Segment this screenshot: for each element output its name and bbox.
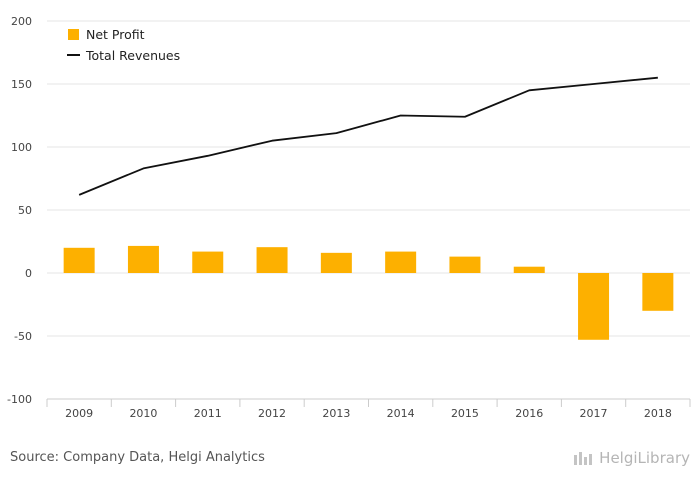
x-axis: 2009 2010 2011 2012 2013 2014 2015 2016 2017 2018	[46, 398, 691, 420]
x-tick-label-2018: 2018	[644, 407, 672, 420]
bar-net-profit-2009	[63, 247, 95, 273]
y-tick-label: 50	[18, 204, 32, 217]
bar-net-profit-2010	[127, 245, 159, 273]
total-revenues-line-group	[78, 76, 658, 196]
y-axis: 200 150 100 50 0 -50 -100	[7, 15, 32, 406]
legend-net-profit-swatch	[68, 29, 79, 40]
bar-net-profit-2015	[449, 256, 481, 273]
y-tick-label: -100	[7, 393, 32, 406]
x-tick-label-2010: 2010	[129, 407, 157, 420]
bar-net-profit-2016	[513, 266, 545, 273]
x-tick-label-2016: 2016	[515, 407, 543, 420]
grid-lines	[47, 20, 690, 400]
x-tick-label-2009: 2009	[65, 407, 93, 420]
legend-total-revenues-label: Total Revenues	[85, 48, 180, 63]
y-tick-label: 100	[11, 141, 32, 154]
x-tick-label-2015: 2015	[451, 407, 479, 420]
bar-net-profit-2017	[578, 273, 610, 340]
library-logo-icon	[574, 452, 593, 465]
y-tick-label: 150	[11, 78, 32, 91]
bar-net-profit-2012	[256, 247, 288, 273]
source-note: Source: Company Data, Helgi Analytics	[10, 450, 265, 465]
bar-net-profit-2018	[642, 273, 674, 311]
y-tick-label: -50	[14, 330, 32, 343]
legend-net-profit-label: Net Profit	[86, 27, 145, 42]
total-revenues-line	[78, 76, 658, 196]
net-profit-bars	[63, 245, 674, 340]
legend: Net Profit Total Revenues	[67, 27, 180, 63]
chart: 200 150 100 50 0 -50 -100 2009 2010 2011 2012 2013…	[7, 15, 691, 420]
x-tick-label-2014: 2014	[387, 407, 415, 420]
x-tick-label-2013: 2013	[322, 407, 350, 420]
y-tick-label: 200	[11, 15, 32, 28]
brand-logo: HelgiLibrary	[573, 449, 690, 467]
bar-net-profit-2013	[320, 252, 352, 273]
bar-net-profit-2014	[385, 251, 417, 273]
y-tick-label: 0	[25, 267, 32, 280]
bar-net-profit-2011	[192, 251, 224, 273]
brand-name: HelgiLibrary	[599, 449, 690, 467]
x-tick-label-2012: 2012	[258, 407, 286, 420]
x-tick-label-2017: 2017	[580, 407, 608, 420]
x-tick-label-2011: 2011	[194, 407, 222, 420]
